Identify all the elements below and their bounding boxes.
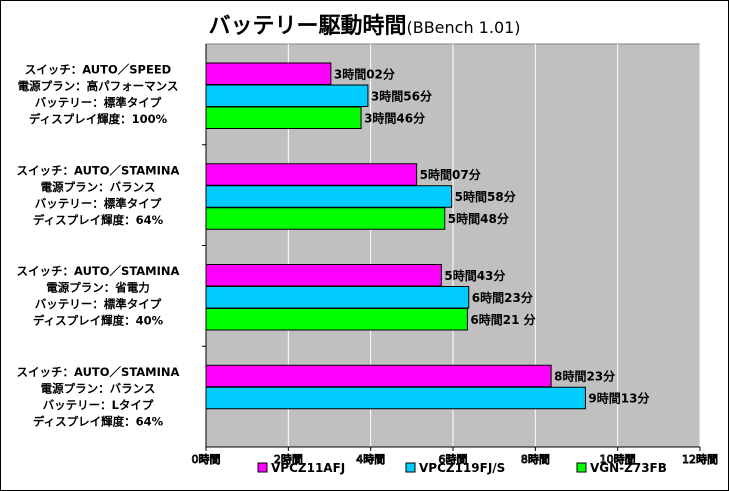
bar <box>205 106 362 129</box>
chart-subtitle: (BBench 1.01) <box>406 18 521 37</box>
bar <box>205 386 586 410</box>
bar-data-label: 6時間21 分 <box>470 312 535 327</box>
chart-title-wrap: バッテリー駆動時間(BBench 1.01) <box>0 8 729 40</box>
legend-label: VPCZ11AFJ <box>271 461 345 475</box>
bar <box>205 264 442 287</box>
category-label-line: ディスプレイ輝度：100% <box>29 112 168 126</box>
category-label-line: ディスプレイ輝度：64% <box>33 213 164 227</box>
x-tick-label: 0時間 <box>192 453 221 466</box>
bar <box>205 163 418 186</box>
category-label-line: 電源プラン：省電力 <box>46 281 150 295</box>
x-tick-label: 4時間 <box>356 453 385 466</box>
category-label-line: バッテリー：標準タイプ <box>35 297 162 311</box>
category-label-line: スイッチ：AUTO／STAMINA <box>17 365 180 379</box>
bar <box>205 286 470 309</box>
legend-label: VPCZ119FJ/S <box>419 461 505 475</box>
category-label-line: 電源プラン：高パフォーマンス <box>18 79 179 93</box>
bar-data-label: 5時間43分 <box>444 268 505 283</box>
bar-data-label: 8時間23分 <box>554 369 615 384</box>
bar-data-label: 6時間23分 <box>472 290 533 305</box>
category-label-line: 電源プラン：バランス <box>41 381 156 395</box>
category-label-line: バッテリー：標準タイプ <box>35 196 162 210</box>
bar-data-label: 3時間02分 <box>334 66 395 81</box>
x-tick-label: 12時間 <box>682 453 718 466</box>
category-label-line: スイッチ：AUTO／SPEED <box>25 63 171 77</box>
x-tick-label: 2時間 <box>274 453 303 466</box>
bar <box>205 84 369 107</box>
legend-swatch <box>576 462 587 473</box>
bar-data-label: 5時間58分 <box>455 189 516 204</box>
chart-title: バッテリー駆動時間 <box>208 14 407 39</box>
bar-data-label: 5時間07分 <box>420 167 481 182</box>
legend-swatch <box>257 462 268 473</box>
category-label-line: ディスプレイ輝度：40% <box>33 314 164 328</box>
bar <box>205 62 332 85</box>
bar-data-label: 5時間48分 <box>448 211 509 226</box>
x-tick-label: 10時間 <box>600 453 636 466</box>
category-label-line: ディスプレイ輝度：64% <box>33 414 164 428</box>
category-label-line: バッテリー：標準タイプ <box>35 96 162 110</box>
x-tick-label: 8時間 <box>521 453 550 466</box>
bar <box>205 207 446 230</box>
category-label-line: 電源プラン：バランス <box>41 180 156 194</box>
legend-swatch <box>405 462 416 473</box>
x-tick-label: 6時間 <box>439 453 468 466</box>
bar-data-label: 9時間13分 <box>588 391 649 406</box>
bar-data-label: 3時間56分 <box>371 88 432 103</box>
bar <box>205 364 552 388</box>
bar <box>205 185 453 208</box>
bar <box>205 308 468 331</box>
category-label-line: スイッチ：AUTO／STAMINA <box>17 264 180 278</box>
legend-label: VGN-Z73FB <box>590 461 667 475</box>
category-label-line: バッテリー：Lタイプ <box>43 398 154 412</box>
category-label-line: スイッチ：AUTO／STAMINA <box>17 163 180 177</box>
bar-data-label: 3時間46分 <box>364 110 425 125</box>
